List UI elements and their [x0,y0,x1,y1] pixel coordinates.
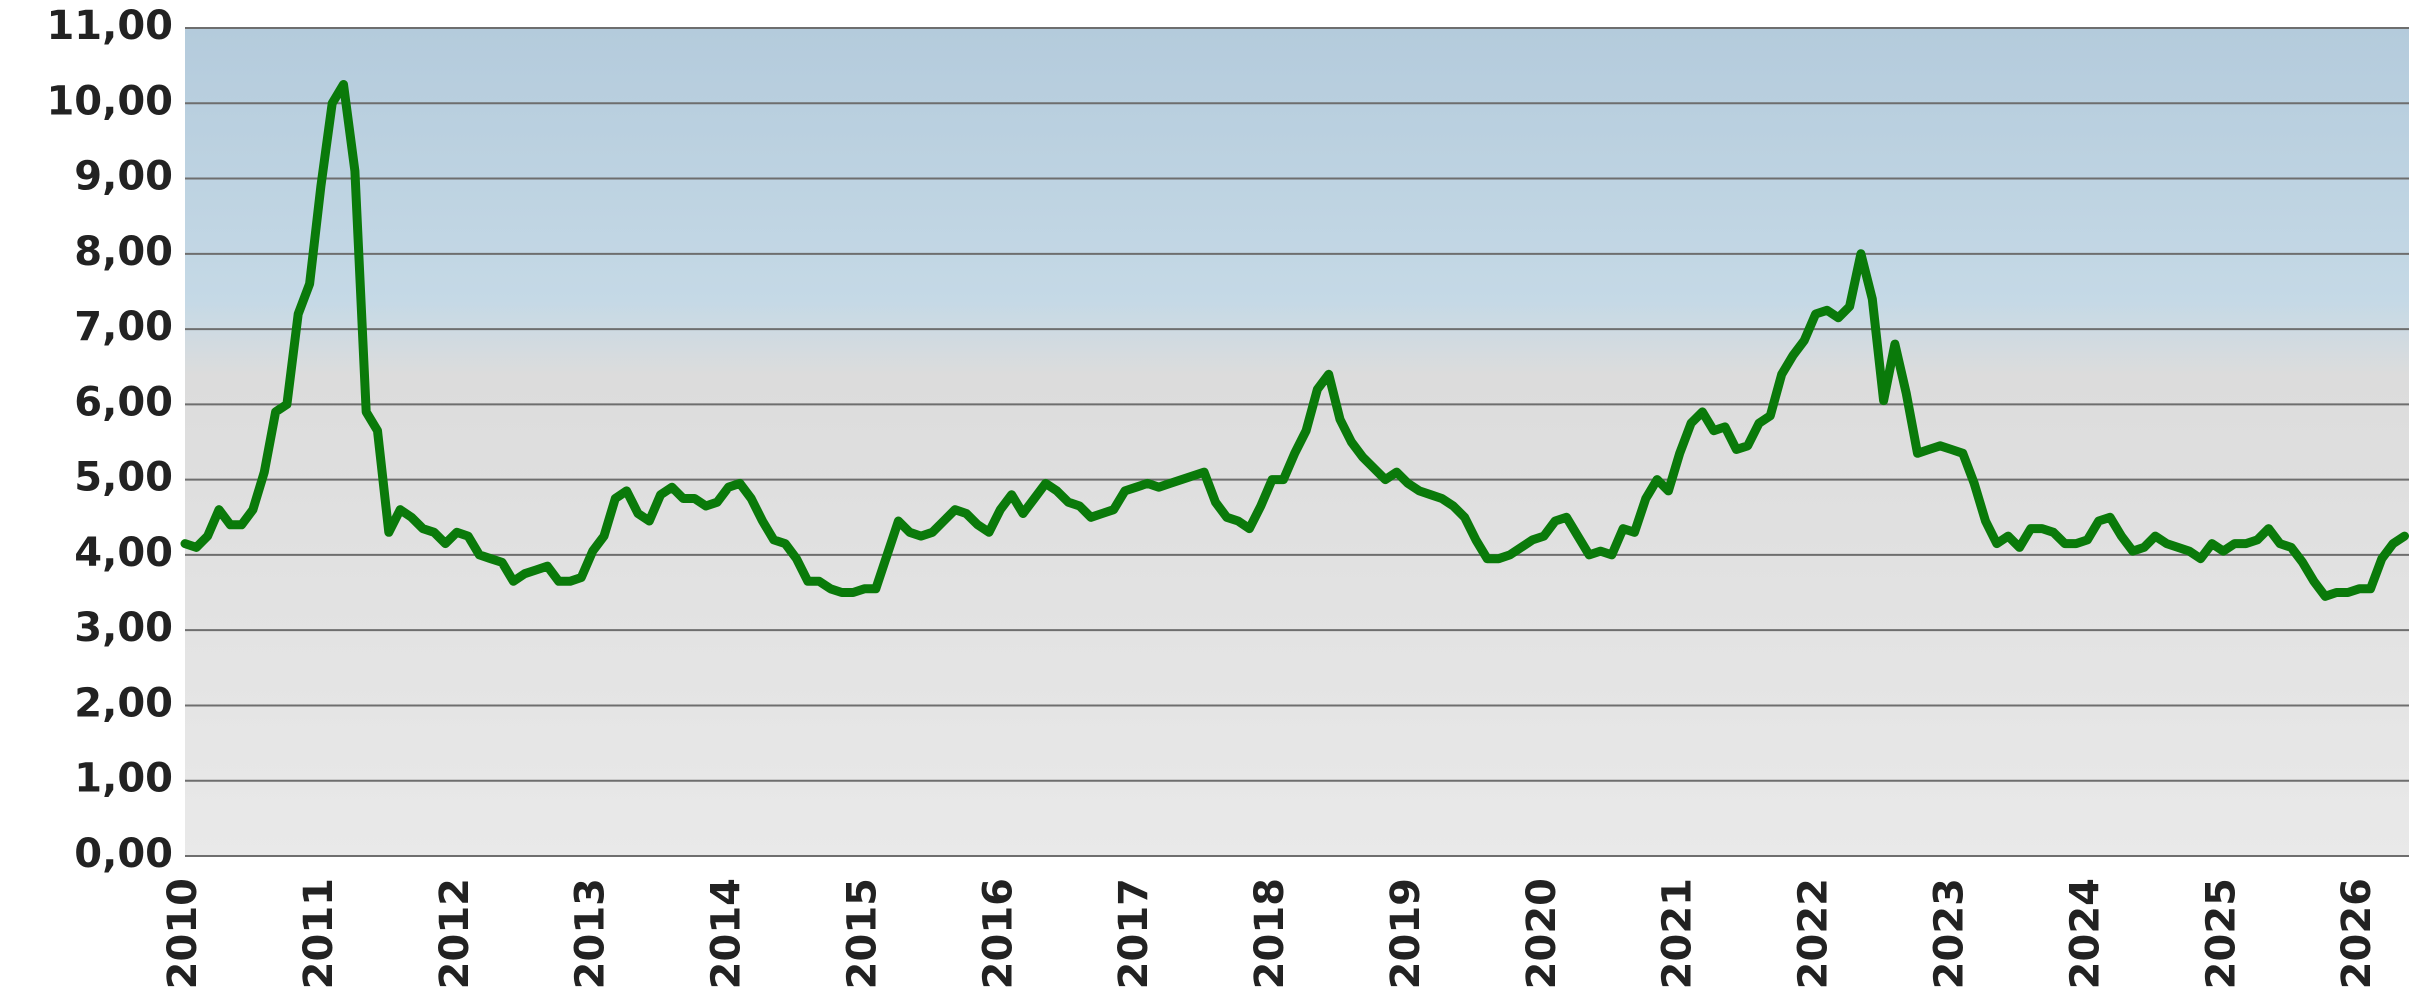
x-tick-label: 2025 [2198,878,2244,989]
x-tick-label: 2013 [568,878,614,989]
x-tick-label: 2022 [1791,878,1837,989]
x-tick-label: 2026 [2334,878,2380,989]
x-tick-label: 2016 [975,878,1021,989]
x-tick-label: 2018 [1247,878,1293,989]
y-tick-label: 7,00 [74,304,173,350]
y-tick-label: 8,00 [74,229,173,275]
y-tick-label: 2,00 [74,680,173,726]
y-tick-label: 4,00 [74,530,173,576]
x-tick-label: 2021 [1655,878,1701,989]
y-tick-label: 5,00 [74,455,173,501]
y-tick-label: 10,00 [46,78,173,124]
x-tick-label: 2012 [432,878,478,989]
x-tick-label: 2017 [1111,878,1157,989]
data-line [180,80,2409,601]
y-tick-label: 0,00 [74,831,173,877]
x-tick-label: 2024 [2062,878,2108,989]
x-tick-label: 2010 [160,878,206,989]
y-tick-label: 1,00 [74,756,173,802]
x-tick-label: 2015 [839,878,885,989]
x-tick-label: 2020 [1519,878,1565,989]
x-tick-label: 2023 [1927,878,1973,989]
y-tick-label: 9,00 [74,154,173,200]
x-tick-label: 2011 [296,878,342,989]
x-tick-label: 2019 [1383,878,1429,989]
y-tick-label: 6,00 [74,379,173,425]
y-tick-label: 11,00 [46,3,173,49]
y-tick-label: 3,00 [74,605,173,651]
x-tick-label: 2014 [704,878,750,989]
